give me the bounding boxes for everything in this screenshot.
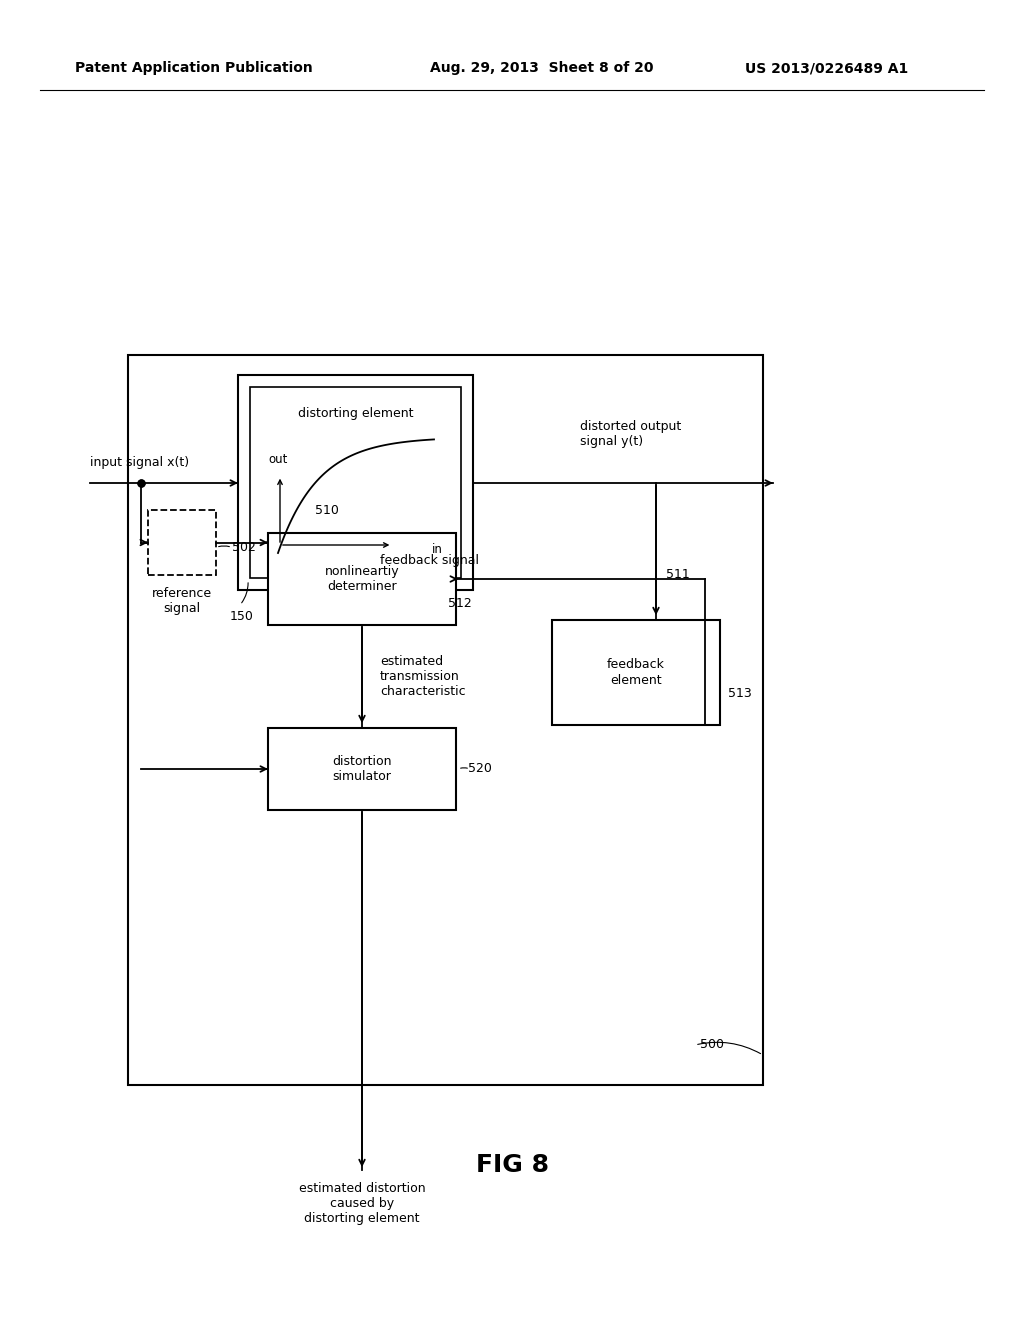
Text: input signal x(t): input signal x(t) (90, 455, 189, 469)
Text: 512: 512 (449, 597, 472, 610)
Text: 150: 150 (230, 610, 254, 623)
Text: 513: 513 (728, 686, 752, 700)
Text: 510: 510 (315, 504, 339, 517)
Text: distorted output
signal y(t): distorted output signal y(t) (580, 420, 681, 447)
Text: Aug. 29, 2013  Sheet 8 of 20: Aug. 29, 2013 Sheet 8 of 20 (430, 61, 653, 75)
Text: 520: 520 (468, 763, 492, 776)
Text: FIG 8: FIG 8 (475, 1152, 549, 1177)
Bar (128, 355, 763, 1085)
Text: nonlineartiy
determiner: nonlineartiy determiner (325, 565, 399, 593)
Text: 502: 502 (232, 541, 256, 554)
Text: US 2013/0226489 A1: US 2013/0226489 A1 (745, 61, 908, 75)
Text: distortion
simulator: distortion simulator (332, 755, 392, 783)
Bar (148, 510, 216, 576)
Text: Patent Application Publication: Patent Application Publication (75, 61, 312, 75)
Bar (238, 375, 473, 590)
Bar (268, 533, 456, 624)
Text: 500: 500 (700, 1039, 724, 1052)
Text: in: in (432, 543, 443, 556)
Text: feedback
element: feedback element (607, 659, 665, 686)
Bar (250, 387, 461, 578)
Bar (552, 620, 720, 725)
Text: feedback signal: feedback signal (381, 554, 479, 568)
Text: reference
signal: reference signal (152, 587, 212, 615)
Text: out: out (268, 453, 288, 466)
Bar (268, 729, 456, 810)
Text: distorting element: distorting element (298, 407, 414, 420)
Text: 511: 511 (666, 569, 690, 582)
Text: estimated
transmission
characteristic: estimated transmission characteristic (380, 655, 466, 698)
Text: estimated distortion
caused by
distorting element: estimated distortion caused by distortin… (299, 1181, 425, 1225)
